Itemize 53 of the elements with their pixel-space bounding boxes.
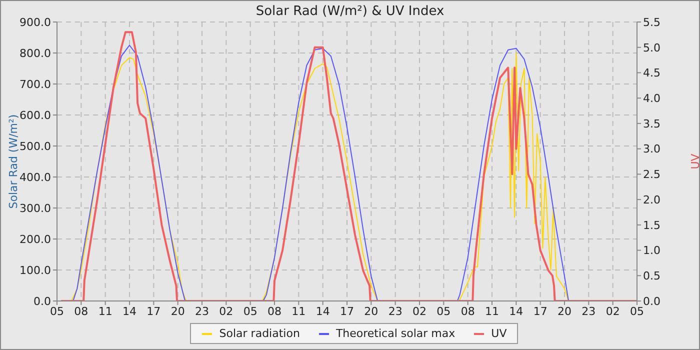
y2-tick-label: 4.5 (643, 66, 660, 80)
x-tick-label: 14 (509, 304, 524, 318)
y2-tick-label: 5.0 (643, 41, 660, 54)
x-tick-label: 17 (146, 304, 161, 318)
y-tick-label: 300.0 (20, 202, 51, 215)
x-tick-label: 05 (243, 304, 258, 318)
x-tick-label: 08 (460, 304, 475, 318)
y2-tick-label: 2.5 (643, 168, 660, 182)
x-tick-label: 23 (582, 304, 596, 318)
x-tick-label: 02 (606, 304, 620, 318)
y-tick-label: 500.0 (20, 140, 51, 153)
y2-tick-label: 0.5 (643, 270, 660, 283)
x-tick-label: 20 (364, 304, 378, 318)
legend-label: Theoretical solar max (334, 327, 456, 340)
y-tick-label: 800.0 (20, 46, 51, 60)
y-tick-label: 400.0 (20, 170, 51, 184)
x-tick-label: 11 (98, 304, 112, 318)
legend-label: Solar radiation (218, 327, 300, 340)
x-tick-label: 17 (533, 304, 548, 318)
x-tick-label: 11 (485, 304, 499, 318)
y2-tick-label: 0.0 (643, 294, 660, 308)
x-tick-label: 05 (436, 304, 451, 318)
x-tick-label: 23 (388, 304, 402, 318)
y2-tick-label: 2.0 (643, 193, 660, 206)
legend-label: UV (490, 327, 507, 340)
x-tick-label: 20 (558, 304, 572, 318)
y2-tick-label: 4.0 (643, 92, 660, 105)
x-tick-label: 05 (630, 304, 644, 318)
y2-tick-label: 3.0 (643, 142, 660, 156)
x-tick-label: 11 (292, 304, 306, 318)
y2-axis-title: UV (688, 153, 700, 170)
x-tick-label: 17 (340, 304, 354, 318)
y-tick-label: 0.0 (34, 294, 51, 308)
x-tick-label: 02 (219, 304, 234, 318)
y-tick-label: 700.0 (20, 78, 51, 91)
x-tick-label: 05 (50, 304, 64, 318)
y-tick-label: 900.0 (20, 16, 51, 29)
y2-tick-label: 1.5 (643, 218, 660, 232)
x-tick-label: 08 (74, 304, 88, 318)
y-axis-title: Solar Rad (W/m²) (6, 114, 20, 209)
x-tick-label: 02 (412, 304, 426, 318)
x-tick-label: 14 (316, 304, 330, 318)
x-tick-label: 23 (195, 304, 209, 318)
y2-tick-label: 3.5 (643, 117, 660, 130)
y-tick-label: 600.0 (20, 108, 51, 122)
y2-tick-label: 1.0 (643, 244, 660, 258)
x-tick-label: 08 (268, 304, 282, 318)
y2-tick-label: 5.5 (643, 16, 660, 29)
x-tick-label: 14 (122, 304, 136, 318)
y-tick-label: 200.0 (20, 232, 51, 246)
x-tick-label: 20 (170, 304, 185, 318)
chart-title: Solar Rad (W/m²) & UV Index (256, 4, 444, 19)
y-tick-label: 100.0 (20, 264, 51, 277)
